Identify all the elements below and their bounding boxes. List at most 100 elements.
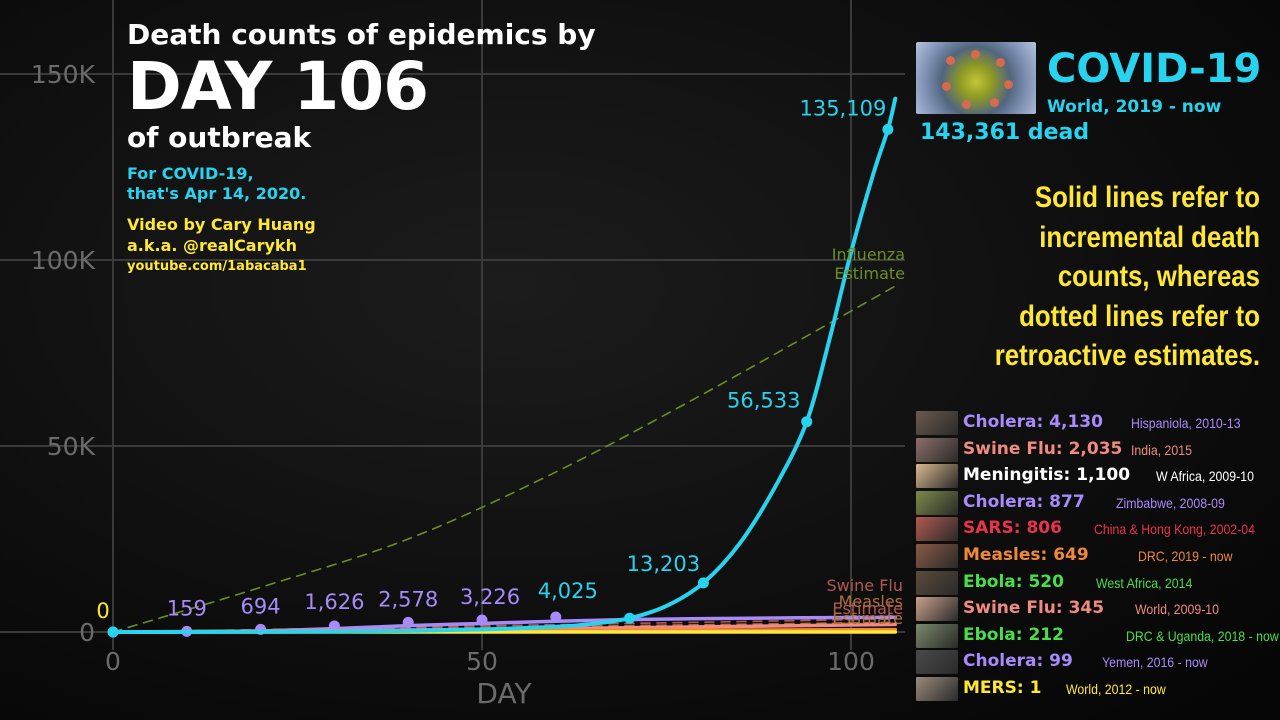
data-point-marker — [476, 614, 488, 626]
note-line: Solid lines refer to — [1034, 181, 1260, 214]
legend-location: India, 2015 — [1131, 441, 1192, 458]
epidemic-thumbnail-icon — [916, 650, 958, 675]
series-line — [111, 96, 898, 635]
epidemic-thumbnail-icon — [916, 623, 958, 648]
title-line-1: Death counts of epidemics by — [127, 18, 596, 51]
series-annotation: Estimate — [834, 264, 905, 283]
legend-location: W Africa, 2009-10 — [1156, 468, 1254, 485]
legend-row: Ebola: 212 DRC & Uganda, 2018 - now — [916, 623, 1280, 650]
epidemic-thumbnail-icon — [916, 464, 958, 489]
series-annotation: Estimate — [832, 599, 903, 618]
data-label: 2,578 — [378, 587, 438, 611]
data-point-marker — [624, 612, 636, 624]
epidemic-legend: Cholera: 4,130 Hispaniola, 2010-13 Swine F… — [916, 410, 1280, 703]
legend-name: Cholera: 4,130 — [963, 412, 1103, 432]
epidemic-thumbnail-icon — [916, 676, 958, 701]
covid-note-line-1: For COVID-19, — [127, 164, 254, 183]
y-tick-label: 100K — [31, 246, 96, 275]
data-label: 135,109 — [799, 96, 886, 120]
legend-row: Measles: 649 DRC, 2019 - now — [916, 543, 1280, 570]
series-line — [112, 285, 897, 633]
series-annotation: Measles — [839, 592, 903, 611]
x-tick-label: 100 — [827, 647, 875, 676]
legend-location: Yemen, 2016 - now — [1102, 654, 1208, 671]
featured-name: COVID-19 — [1047, 46, 1262, 92]
data-point-marker — [697, 577, 709, 589]
legend-row: MERS: 1 World, 2012 - now — [916, 676, 1280, 703]
legend-name: Cholera: 877 — [963, 491, 1085, 512]
epidemic-thumbnail-icon — [916, 597, 958, 622]
legend-row: SARS: 806 China & Hong Kong, 2002-04 — [916, 516, 1280, 543]
epidemic-thumbnail-icon — [916, 543, 958, 568]
legend-row: Ebola: 520 West Africa, 2014 — [916, 570, 1280, 597]
covid-date-note: For COVID-19, that's Apr 14, 2020. — [127, 164, 596, 204]
data-label: 1,626 — [304, 590, 364, 614]
featured-death-count: 143,361 dead — [920, 120, 1090, 145]
legend-location: DRC, 2019 - now — [1138, 547, 1233, 564]
epidemic-thumbnail-icon — [916, 517, 958, 542]
y-tick-label: 150K — [31, 60, 96, 89]
data-point-marker — [801, 416, 813, 428]
data-point-marker — [107, 626, 119, 638]
data-point-marker — [882, 123, 894, 135]
legend-name: MERS: 1 — [963, 677, 1042, 698]
title-line-3: of outbreak — [127, 121, 312, 154]
legend-location: Zimbabwe, 2008-09 — [1116, 494, 1225, 511]
covid-note-line-2: that's Apr 14, 2020. — [127, 184, 307, 203]
coronavirus-image-icon — [916, 42, 1036, 114]
title-block: Death counts of epidemics by DAY 106 of … — [127, 18, 596, 277]
data-point-marker — [328, 620, 340, 632]
data-label: 56,533 — [727, 389, 800, 413]
featured-epidemic-panel: COVID-19 World, 2019 - now 143,361 dead — [916, 42, 1276, 152]
legend-name: Ebola: 520 — [963, 571, 1064, 592]
data-point-marker — [402, 616, 414, 628]
data-label: 0 — [96, 599, 109, 623]
data-point-marker — [550, 611, 562, 623]
epidemic-thumbnail-icon — [916, 490, 958, 515]
legend-location: China & Hong Kong, 2002-04 — [1094, 521, 1255, 538]
x-tick-label: 50 — [466, 647, 498, 676]
legend-name: Ebola: 212 — [963, 624, 1064, 645]
credit-channel: youtube.com/1abacaba1 — [127, 259, 307, 274]
legend-row: Swine Flu: 345 World, 2009-10 — [916, 596, 1280, 623]
epidemic-thumbnail-icon — [916, 411, 958, 435]
legend-name: Cholera: 99 — [963, 651, 1073, 672]
credit-author: Video by Cary Huang — [127, 215, 316, 234]
data-label: 694 — [241, 594, 281, 618]
legend-row: Cholera: 877 Zimbabwe, 2008-09 — [916, 490, 1280, 517]
note-line: dotted lines refer to — [1019, 299, 1260, 333]
x-tick-label: 0 — [105, 647, 121, 676]
data-label: 4,025 — [538, 579, 598, 603]
series-annotation: Swine Flu — [826, 576, 903, 595]
y-tick-label: 50K — [47, 432, 96, 461]
legend-location: West Africa, 2014 — [1096, 574, 1193, 591]
featured-subtitle: World, 2019 - now — [1047, 97, 1222, 117]
legend-name: Meningitis: 1,100 — [963, 465, 1131, 486]
epidemic-thumbnail-icon — [916, 570, 958, 595]
note-line: counts, whereas — [1057, 260, 1260, 293]
note-line: incremental death — [1039, 220, 1260, 254]
legend-name: Swine Flu: 2,035 — [963, 438, 1123, 459]
day-counter: DAY 106 — [127, 48, 429, 125]
data-label: 13,203 — [627, 552, 700, 576]
legend-name: Swine Flu: 345 — [963, 598, 1105, 619]
credits: Video by Cary Huang a.k.a. @realCarykh y… — [127, 214, 596, 277]
epidemic-thumbnail-icon — [916, 437, 958, 462]
legend-row: Swine Flu: 2,035 India, 2015 — [916, 437, 1280, 464]
y-tick-label: 0 — [79, 618, 95, 647]
x-axis-title: DAY — [476, 677, 532, 710]
series-annotation: Influenza — [832, 245, 905, 264]
legend-location: World, 2012 - now — [1066, 680, 1166, 697]
legend-name: SARS: 806 — [963, 518, 1062, 539]
line-style-note: Solid lines refer to incremental death c… — [976, 178, 1260, 376]
legend-row: Meningitis: 1,100 W Africa, 2009-10 — [916, 463, 1280, 490]
legend-name: Measles: 649 — [963, 544, 1089, 565]
note-line: retroactive estimates. — [994, 339, 1260, 372]
legend-location: Hispaniola, 2010-13 — [1131, 415, 1241, 431]
series-line — [112, 618, 897, 633]
legend-location: World, 2009-10 — [1135, 601, 1220, 618]
credit-handle: a.k.a. @realCarykh — [127, 236, 297, 255]
legend-row: Cholera: 99 Yemen, 2016 - now — [916, 649, 1280, 676]
data-label: 3,226 — [460, 585, 520, 609]
legend-location: DRC & Uganda, 2018 - now — [1126, 627, 1279, 644]
